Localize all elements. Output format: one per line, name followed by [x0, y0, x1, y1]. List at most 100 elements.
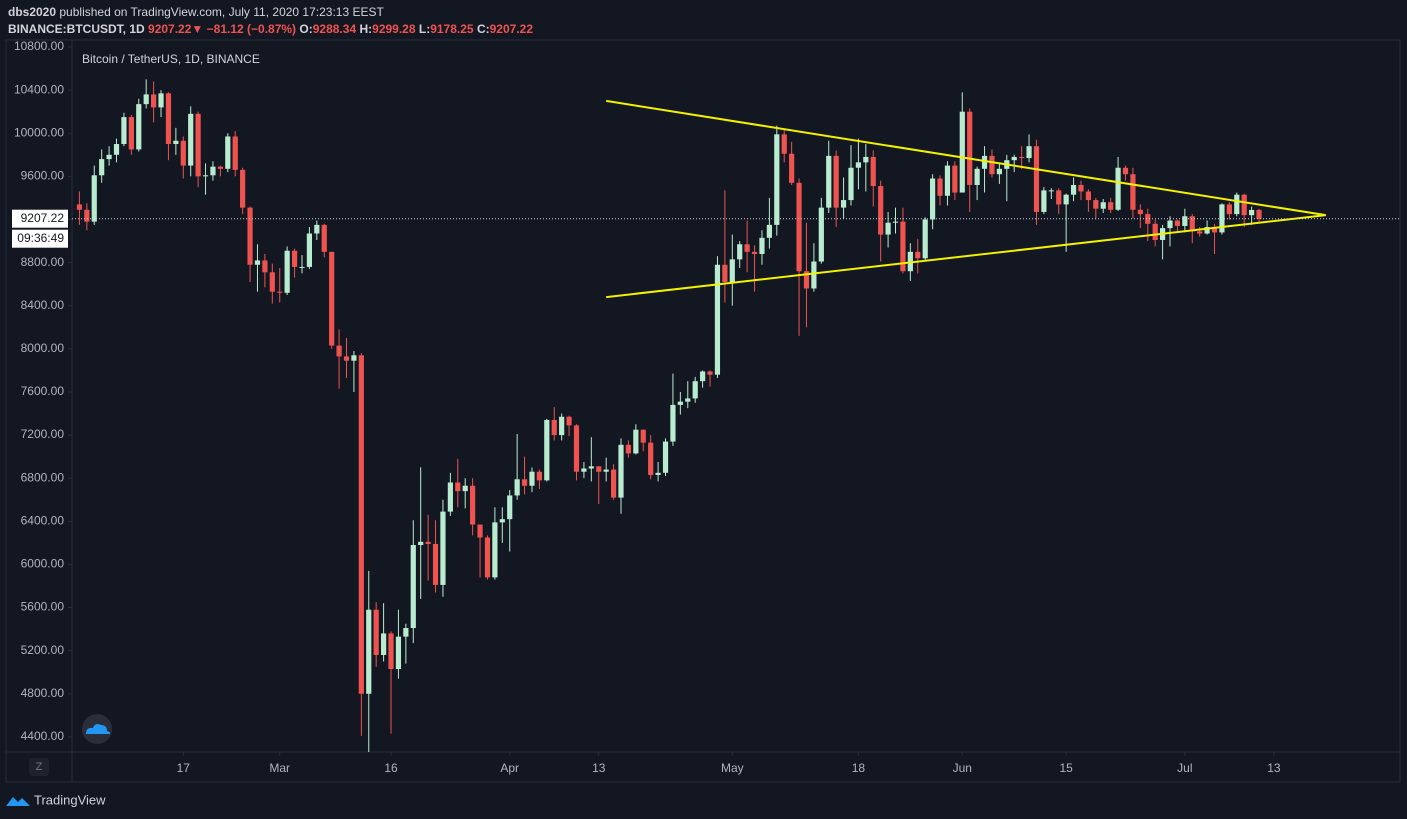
x-tick-label: 15	[1059, 761, 1073, 775]
candle-body	[789, 153, 795, 183]
candle-body	[818, 207, 824, 262]
x-tick-label: May	[721, 761, 744, 775]
plot	[76, 79, 1326, 752]
candle-body	[84, 209, 90, 222]
x-tick-label: Mar	[269, 761, 290, 775]
candle-body	[225, 136, 231, 169]
candle-body	[247, 207, 253, 265]
candle-body	[959, 111, 965, 193]
candle-body	[299, 266, 305, 268]
candle-body	[1108, 202, 1114, 210]
candle-body	[1256, 209, 1262, 219]
candle-body	[722, 264, 728, 283]
y-tick-label: 10400.00	[14, 82, 64, 96]
candle-body	[514, 479, 520, 496]
candle-body	[202, 175, 209, 177]
candle-body	[863, 156, 869, 163]
candle-body	[351, 355, 357, 361]
candle-body	[232, 136, 238, 170]
candle-body	[343, 356, 350, 361]
candle-body	[551, 419, 557, 436]
y-tick-label: 8800.00	[21, 255, 65, 269]
y-tick-label: 4400.00	[21, 729, 65, 743]
y-tick-label: 10000.00	[14, 125, 64, 139]
candle-body	[848, 167, 854, 201]
candle-body	[484, 537, 491, 578]
candle-body	[1056, 190, 1062, 205]
candle-body	[158, 93, 164, 108]
candle-body	[937, 178, 943, 196]
candle-body	[1093, 200, 1099, 209]
candle-body	[996, 168, 1002, 175]
candle-body	[403, 628, 409, 637]
candle-body	[1063, 194, 1069, 205]
candle-body	[692, 381, 698, 399]
candle-body	[900, 221, 906, 272]
candle-body	[729, 259, 735, 283]
candle-body	[648, 442, 654, 475]
candle-body	[507, 495, 513, 520]
last: 9207.22	[148, 22, 192, 36]
candle-body	[1234, 194, 1240, 215]
candle-body	[321, 224, 327, 252]
trendline	[606, 99, 1326, 217]
candle-body	[878, 186, 884, 235]
candle-body	[425, 541, 431, 544]
published: published on TradingView.com, July 11, 2…	[59, 5, 384, 19]
candle-body	[885, 222, 891, 235]
candle-body	[269, 272, 275, 292]
candle-body	[1174, 220, 1181, 226]
change: −81.12 (−0.87%)	[206, 22, 297, 36]
candle-body	[677, 401, 683, 405]
candle-body	[1249, 209, 1255, 216]
candle-body	[1011, 156, 1017, 161]
candle-body	[915, 251, 921, 259]
candle-body	[1100, 202, 1106, 209]
l-label: L:	[418, 22, 431, 36]
symbol: BINANCE:BTCUSDT, 1D	[8, 22, 145, 36]
x-tick-label: 16	[384, 761, 398, 775]
candle-body	[136, 104, 142, 150]
candle-body	[1033, 146, 1040, 212]
candle-body	[477, 524, 483, 538]
candle-body	[173, 140, 179, 145]
candle-body	[1226, 204, 1232, 215]
candle-body	[1019, 156, 1025, 159]
candle-body	[774, 134, 780, 225]
candle-body	[559, 416, 565, 436]
candle-body	[1026, 146, 1032, 159]
candle-body	[1070, 184, 1077, 195]
candle-body	[536, 471, 542, 481]
h-label: H:	[359, 22, 373, 36]
candle-body	[974, 168, 980, 185]
candle-body	[329, 251, 335, 346]
candle-body	[254, 260, 261, 265]
y-tick-label: 6000.00	[21, 557, 65, 571]
candle-body	[1152, 223, 1158, 240]
y-tick-label: 10800.00	[14, 39, 64, 53]
candle-body	[195, 113, 201, 177]
candle-body	[440, 511, 446, 585]
y-tick-label: 7600.00	[21, 384, 65, 398]
x-tick-label: Jul	[1177, 761, 1192, 775]
trendline	[606, 214, 1326, 299]
zoom-button[interactable]	[29, 758, 49, 776]
candle-body	[165, 93, 172, 145]
candle-body	[1211, 227, 1218, 233]
candle-body	[833, 155, 839, 208]
c-label: C:	[476, 22, 490, 36]
candle-body	[262, 260, 268, 273]
x-tick-label: Apr	[500, 761, 519, 775]
candle-body	[781, 134, 787, 154]
candle-body	[840, 200, 847, 208]
candle-body	[1182, 216, 1188, 226]
candle-body	[395, 636, 402, 669]
candle-body	[188, 113, 194, 166]
candle-body	[336, 345, 342, 357]
chart-title: Bitcoin / TetherUS, 1D, BINANCE	[82, 52, 260, 66]
candle-body	[492, 522, 498, 578]
candle-body	[944, 165, 951, 196]
candle-body	[989, 155, 995, 175]
candle-body	[967, 111, 973, 185]
candle-body	[284, 250, 290, 293]
